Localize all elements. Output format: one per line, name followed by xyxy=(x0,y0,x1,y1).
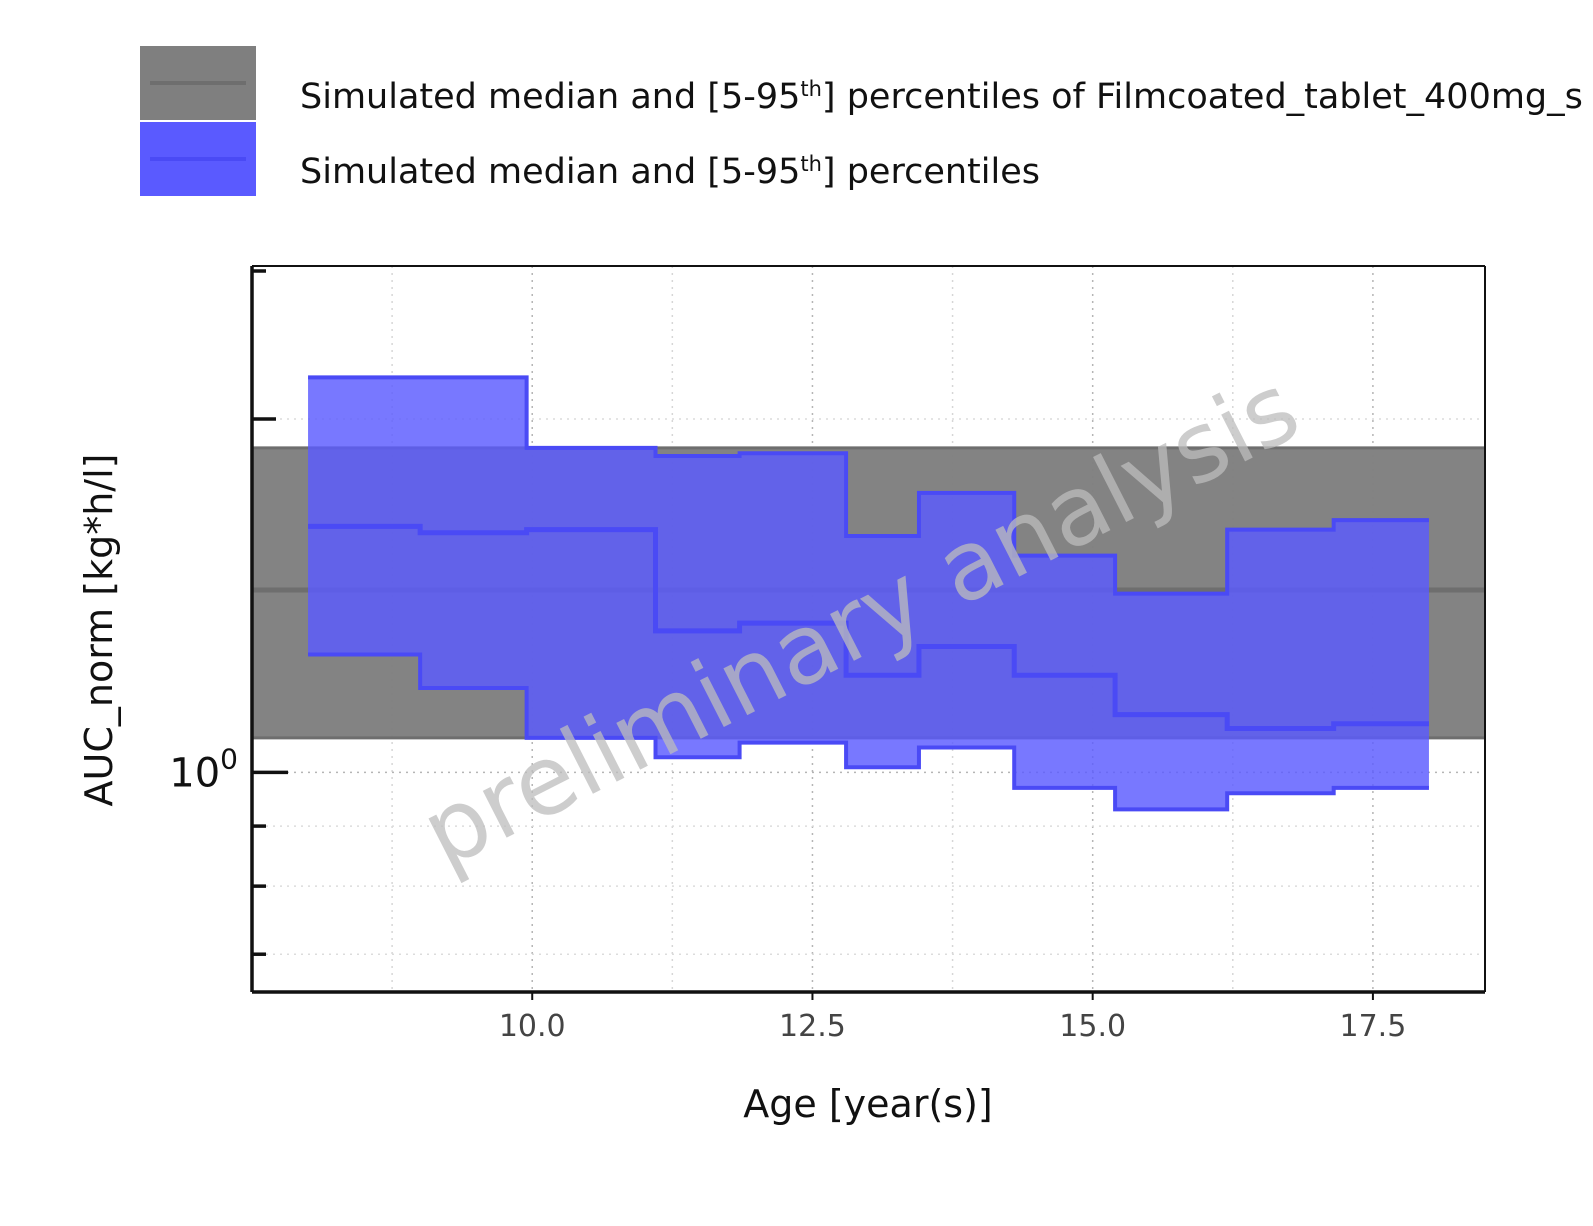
simulated-band xyxy=(308,377,1429,810)
legend-label-simulated: Simulated median and [5-95th] percentile… xyxy=(300,152,1040,192)
y-axis-title: AUC_norm [kg*h/l] xyxy=(77,454,121,807)
x-tick-label: 15.0 xyxy=(1059,1009,1126,1044)
legend-item-reference: Simulated median and [5-95th] percentile… xyxy=(140,46,1583,120)
legend-label-reference: Simulated median and [5-95th] percentile… xyxy=(300,77,1583,117)
x-axis-title: Age [year(s)] xyxy=(743,1082,992,1126)
simulated-median-line xyxy=(308,523,1429,731)
simulated-p95-line xyxy=(308,375,1429,596)
y-tick-label: 100 xyxy=(169,742,238,796)
x-tick-label: 17.5 xyxy=(1340,1009,1407,1044)
x-tick-label: 12.5 xyxy=(779,1009,846,1044)
simulated-p5-line xyxy=(308,652,1429,812)
legend-item-simulated: Simulated median and [5-95th] percentile… xyxy=(140,122,1040,196)
x-tick-label: 10.0 xyxy=(499,1009,566,1044)
legend: Simulated median and [5-95th] percentile… xyxy=(140,46,1583,196)
